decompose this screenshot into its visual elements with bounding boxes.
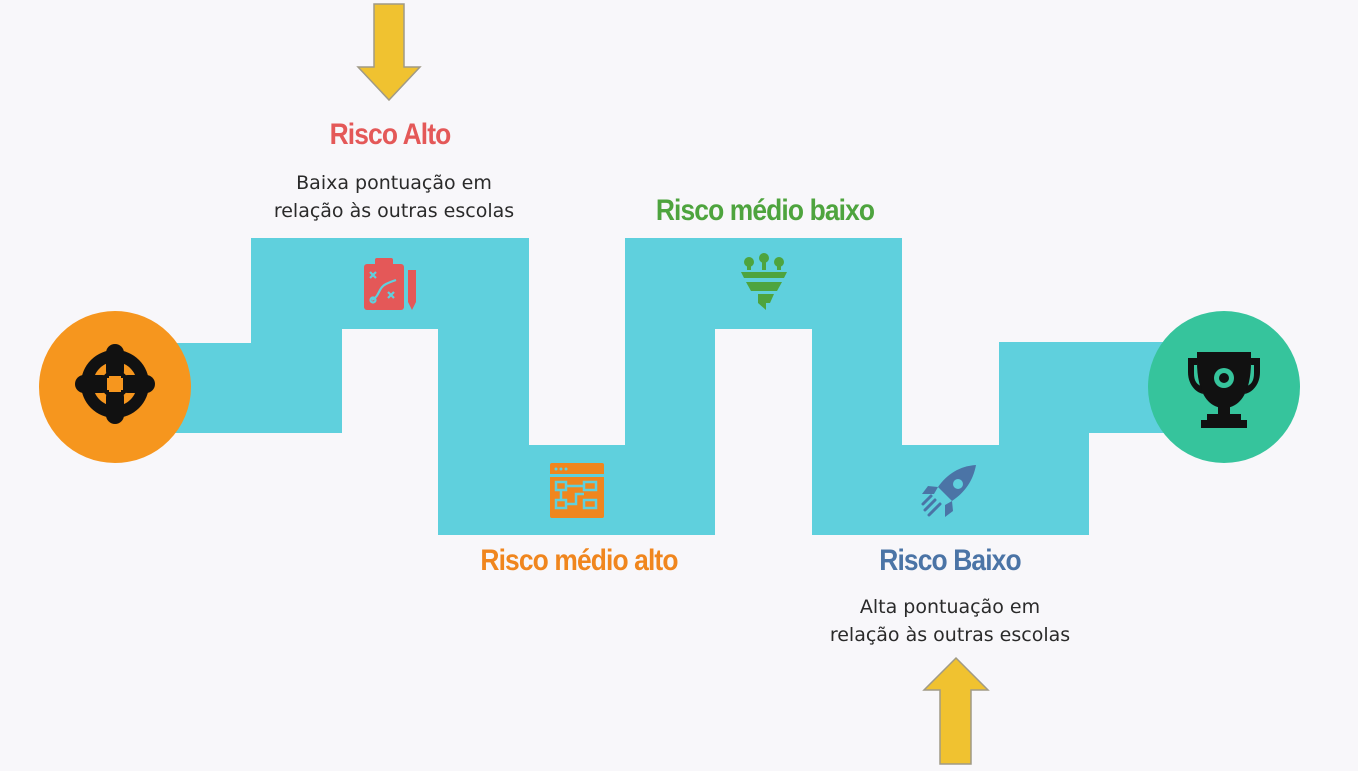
- end-node: [1148, 311, 1300, 463]
- funnel-icon: [741, 253, 787, 310]
- flowchart-window-icon: [550, 463, 604, 518]
- start-node: [39, 311, 191, 463]
- description-line: Alta pontuação em: [859, 596, 1041, 618]
- stage-title-risco-alto: Risco Alto: [329, 118, 452, 151]
- stage-title-risco-baixo: Risco Baixo: [879, 544, 1021, 577]
- description-line: Baixa pontuação em: [296, 172, 492, 194]
- description-line: relação às outras escolas: [273, 200, 515, 222]
- description-line: relação às outras escolas: [829, 624, 1071, 646]
- clipboard-strategy-icon: [364, 258, 416, 310]
- trophy-icon: [1188, 352, 1260, 428]
- stage-title-risco-medio-baixo: Risco médio baixo: [655, 194, 875, 227]
- stage-description-risco-alto: Baixa pontuação em relação às outras esc…: [234, 169, 554, 225]
- stage-description-risco-baixo: Alta pontuação em relação às outras esco…: [790, 593, 1110, 649]
- rocket-icon: [921, 465, 976, 517]
- arrow-down-icon: [356, 3, 422, 102]
- journey-path: [165, 238, 1175, 535]
- stage-title-risco-medio-alto: Risco médio alto: [480, 544, 678, 577]
- arrow-up-icon: [922, 656, 990, 765]
- target-crosshair-icon: [75, 344, 155, 424]
